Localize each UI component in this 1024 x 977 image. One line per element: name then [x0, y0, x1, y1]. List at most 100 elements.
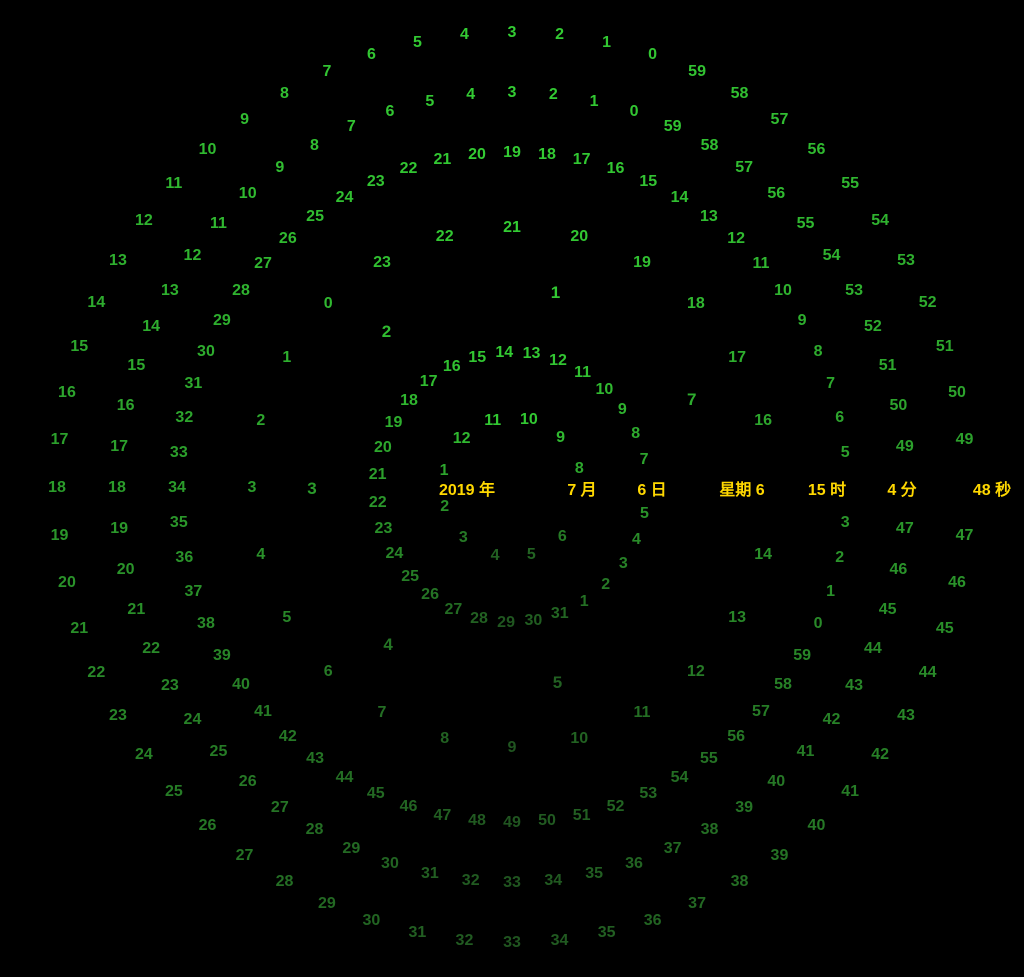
second-outer-tick: 36: [644, 912, 662, 930]
month-tick: 8: [575, 460, 584, 478]
second-outer-tick: 54: [871, 212, 889, 230]
day-tick: 12: [549, 352, 567, 370]
second-inner-tick: 1: [590, 93, 599, 111]
month-tick: 4: [491, 547, 500, 565]
day-tick: 21: [369, 466, 387, 484]
minute-tick: 33: [170, 444, 188, 462]
second-inner-tick: 38: [701, 821, 719, 839]
second-outer-tick: 37: [688, 895, 706, 913]
minute-tick: 3: [841, 514, 850, 532]
second-outer-tick: 55: [841, 175, 859, 193]
month-tick: 6: [558, 528, 567, 546]
weekday-tick: 5: [553, 673, 562, 693]
minute-tick: 35: [170, 514, 188, 532]
second-inner-tick: 28: [306, 821, 324, 839]
minute-tick: 11: [752, 255, 769, 273]
second-outer-tick: 29: [318, 895, 336, 913]
second-inner-tick: 55: [797, 215, 815, 233]
day-tick: 29: [497, 614, 515, 632]
second-outer-tick: 38: [731, 873, 749, 891]
second-outer-tick: 19: [51, 527, 69, 545]
day-tick: 23: [375, 520, 393, 538]
second-outer-tick: 43: [897, 707, 915, 725]
second-outer-tick: 42: [871, 746, 889, 764]
second-inner-tick: 10: [239, 185, 257, 203]
minute-tick: 23: [367, 173, 385, 191]
minute-tick: 31: [184, 375, 202, 393]
day-tick: 25: [401, 568, 419, 586]
second-outer-tick: 17: [51, 431, 69, 449]
month-tick: 1: [440, 462, 449, 480]
second-inner-tick: 44: [864, 640, 882, 658]
second-inner-tick: 9: [275, 159, 284, 177]
second-outer-tick: 22: [87, 664, 105, 682]
minute-tick: 40: [232, 676, 250, 694]
hour-tick: 8: [440, 730, 449, 748]
month-tick: 10: [520, 411, 538, 429]
day-tick: 18: [400, 392, 418, 410]
hour-tick: 3: [248, 479, 257, 497]
weekday-tick: 1: [551, 283, 560, 303]
hour-tick: 22: [436, 228, 454, 246]
second-outer-tick: 35: [598, 924, 616, 942]
weekday-tick: 4: [383, 635, 392, 655]
minute-tick: 8: [814, 343, 823, 361]
minute-tick: 1: [826, 583, 835, 601]
minute-tick: 26: [279, 230, 297, 248]
second-inner-tick: 23: [161, 677, 179, 695]
second-inner-tick: 53: [845, 282, 863, 300]
hour-tick: 12: [687, 663, 705, 681]
minute-tick: 9: [798, 312, 807, 330]
second-inner-tick: 14: [142, 318, 160, 336]
second-inner-tick: 18: [108, 479, 126, 497]
hour-tick: 20: [570, 228, 588, 246]
minute-tick: 54: [671, 769, 689, 787]
minute-tick: 5: [841, 444, 850, 462]
second-inner-tick: 3: [508, 84, 517, 102]
second-inner-tick: 12: [184, 247, 202, 265]
second-inner-tick: 52: [864, 318, 882, 336]
minute-tick: 45: [367, 785, 385, 803]
second-inner-tick: 50: [889, 397, 907, 415]
minute-tick: 27: [254, 255, 272, 273]
hour-tick: 1: [282, 349, 291, 367]
minute-tick: 56: [727, 728, 745, 746]
second-inner-tick: 45: [879, 601, 897, 619]
minute-tick: 29: [213, 312, 231, 330]
second-inner-tick: 47: [896, 520, 914, 538]
second-outer-tick: 33: [503, 934, 521, 952]
second-inner-tick: 0: [630, 103, 639, 121]
center-label: 48 秒: [973, 476, 1011, 500]
second-inner-tick: 34: [544, 872, 562, 890]
day-tick: 13: [523, 345, 541, 363]
center-label: 4 分: [887, 476, 916, 500]
second-outer-tick: 14: [87, 294, 105, 312]
minute-tick: 46: [400, 798, 418, 816]
second-outer-tick: 6: [367, 46, 376, 64]
minute-tick: 20: [468, 146, 486, 164]
hour-tick: 19: [633, 254, 651, 272]
second-inner-tick: 6: [385, 103, 394, 121]
second-outer-tick: 13: [109, 252, 127, 270]
second-inner-tick: 56: [767, 185, 785, 203]
center-label: 15 时: [808, 476, 846, 500]
second-outer-tick: 44: [919, 664, 937, 682]
minute-tick: 42: [279, 728, 297, 746]
second-inner-tick: 54: [823, 247, 841, 265]
minute-tick: 38: [197, 615, 215, 633]
second-outer-tick: 16: [58, 384, 76, 402]
second-inner-tick: 49: [896, 438, 914, 456]
second-inner-tick: 24: [184, 711, 202, 729]
minute-tick: 52: [607, 798, 625, 816]
day-tick: 2: [601, 576, 610, 594]
second-outer-tick: 34: [551, 932, 569, 950]
day-tick: 8: [631, 425, 640, 443]
minute-tick: 47: [433, 807, 451, 825]
second-outer-tick: 27: [236, 847, 254, 865]
second-outer-tick: 0: [648, 46, 657, 64]
second-inner-tick: 13: [161, 282, 179, 300]
second-outer-tick: 58: [731, 85, 749, 103]
second-outer-tick: 8: [280, 85, 289, 103]
second-outer-tick: 40: [808, 817, 826, 835]
second-inner-tick: 19: [110, 520, 128, 538]
